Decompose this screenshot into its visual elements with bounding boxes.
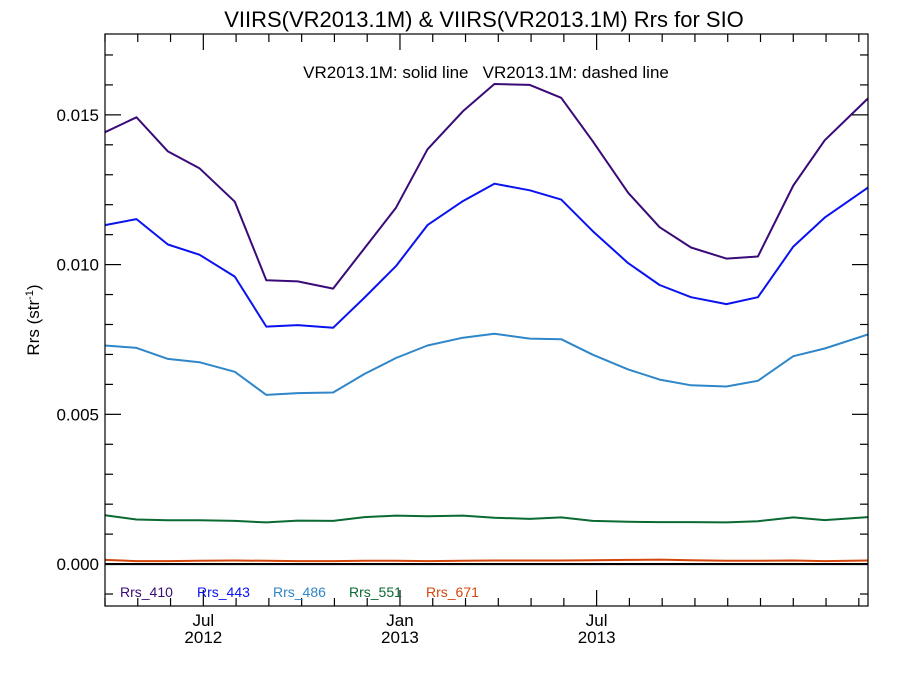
series-line-rrs-486	[104, 332, 869, 396]
x-tick-label-month: Jan	[386, 611, 413, 630]
series-layer	[104, 83, 869, 563]
legend-entry-rrs-671: Rrs_671	[426, 584, 479, 600]
legend-entry-rrs-486: Rrs_486	[273, 584, 326, 600]
plot-frame	[104, 33, 869, 607]
x-tick-label-month: Jul	[586, 611, 608, 630]
axes: 0.0000.0050.0100.015Jul2012Jan2013Jul201…	[56, 33, 869, 647]
series-line-rrs-443	[104, 182, 869, 329]
legend-entry-rrs-410: Rrs_410	[120, 584, 173, 600]
y-tick-label: 0.000	[56, 555, 99, 574]
chart-title: VIIRS(VR2013.1M) & VIIRS(VR2013.1M) Rrs …	[224, 7, 744, 32]
x-tick-label-month: Jul	[192, 611, 214, 630]
x-tick-label-year: 2013	[381, 628, 419, 647]
series-line-rrs-551	[104, 514, 869, 524]
x-tick-label-year: 2013	[578, 628, 616, 647]
series-line-rrs-410	[104, 83, 869, 290]
y-tick-label: 0.015	[56, 106, 99, 125]
y-tick-label: 0.005	[56, 405, 99, 424]
y-tick-label: 0.010	[56, 256, 99, 275]
line-style-annotation: VR2013.1M: solid line VR2013.1M: dashed …	[303, 63, 669, 82]
series-line-rrs-671	[104, 558, 869, 563]
legend-entry-rrs-551: Rrs_551	[349, 584, 402, 600]
legend-entry-rrs-443: Rrs_443	[197, 584, 250, 600]
y-axis-label: Rrs (str-1)	[24, 284, 43, 355]
x-tick-label-year: 2012	[184, 628, 222, 647]
legend: Rrs_410 Rrs_443 Rrs_486 Rrs_551 Rrs_671	[120, 584, 479, 600]
